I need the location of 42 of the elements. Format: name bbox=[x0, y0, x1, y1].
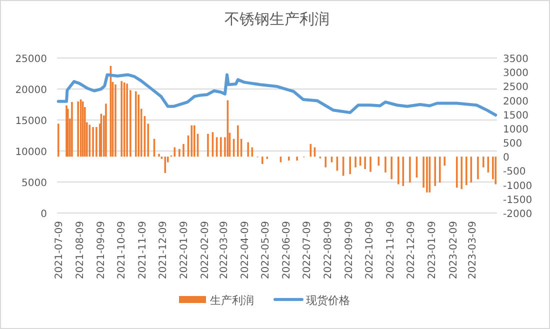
y2-tick-label: -1500 bbox=[503, 194, 532, 206]
y2-tick-label: 3500 bbox=[503, 54, 528, 65]
x-tick-label: 2021-07-09 bbox=[54, 221, 65, 280]
x-tick-label: 2022-11-09 bbox=[386, 221, 397, 280]
y2-tick-label: 2000 bbox=[503, 96, 528, 108]
y-tick-label: 25000 bbox=[15, 54, 47, 65]
y-tick-label: 0 bbox=[40, 209, 47, 220]
x-tick-label: 2022-03-09 bbox=[219, 221, 230, 280]
x-tick-label: 2023-03-09 bbox=[467, 221, 478, 280]
y-tick-label: 5000 bbox=[22, 178, 47, 189]
x-tick-label: 2022-10-09 bbox=[364, 221, 376, 280]
y2-tick-label: 0 bbox=[503, 152, 510, 164]
x-tick-label: 2022-02-09 bbox=[200, 221, 212, 280]
x-tick-label: 2022-07-09 bbox=[302, 221, 314, 280]
y-tick-label: 15000 bbox=[15, 116, 47, 127]
x-tick-label: 2021-09-09 bbox=[96, 221, 108, 280]
x-tick-label: 2022-01-09 bbox=[178, 221, 190, 280]
x-tick-label: 2022-12-09 bbox=[406, 221, 418, 280]
y2-tick-label: -1000 bbox=[503, 180, 532, 192]
x-tick-label: 2021-08-09 bbox=[74, 221, 86, 280]
y-tick-label: 10000 bbox=[15, 147, 47, 158]
y2-tick-label: 1500 bbox=[503, 110, 528, 122]
legend-label: 现货价格 bbox=[306, 294, 350, 307]
y-tick-label: 20000 bbox=[15, 85, 47, 96]
x-tick-label: 2021-11-09 bbox=[138, 221, 149, 280]
x-tick-label: 2021-12-09 bbox=[158, 221, 169, 280]
y2-tick-label: -500 bbox=[503, 166, 526, 178]
legend-label: 生产利润 bbox=[210, 294, 254, 307]
y2-tick-label: 2500 bbox=[503, 82, 528, 94]
x-tick-label: 2022-08-09 bbox=[323, 221, 334, 280]
y2-tick-label: 3000 bbox=[503, 68, 528, 80]
y2-tick-label: 1000 bbox=[503, 124, 528, 136]
x-tick-label: 2023-02-09 bbox=[448, 221, 460, 280]
y2-tick-label: 500 bbox=[503, 138, 522, 150]
chart-title: 不锈钢生产利润 bbox=[224, 10, 330, 28]
x-tick-label: 2021-10-09 bbox=[116, 221, 128, 280]
x-tick-label: 2022-05-09 bbox=[260, 221, 272, 280]
x-tick-label: 2022-04-09 bbox=[240, 221, 252, 280]
x-tick-label: 2022-06-09 bbox=[282, 221, 293, 280]
y2-tick-label: -2000 bbox=[503, 209, 532, 220]
x-tick-label: 2023-01-09 bbox=[427, 221, 438, 280]
x-tick-label: 2022-09-09 bbox=[344, 221, 356, 280]
